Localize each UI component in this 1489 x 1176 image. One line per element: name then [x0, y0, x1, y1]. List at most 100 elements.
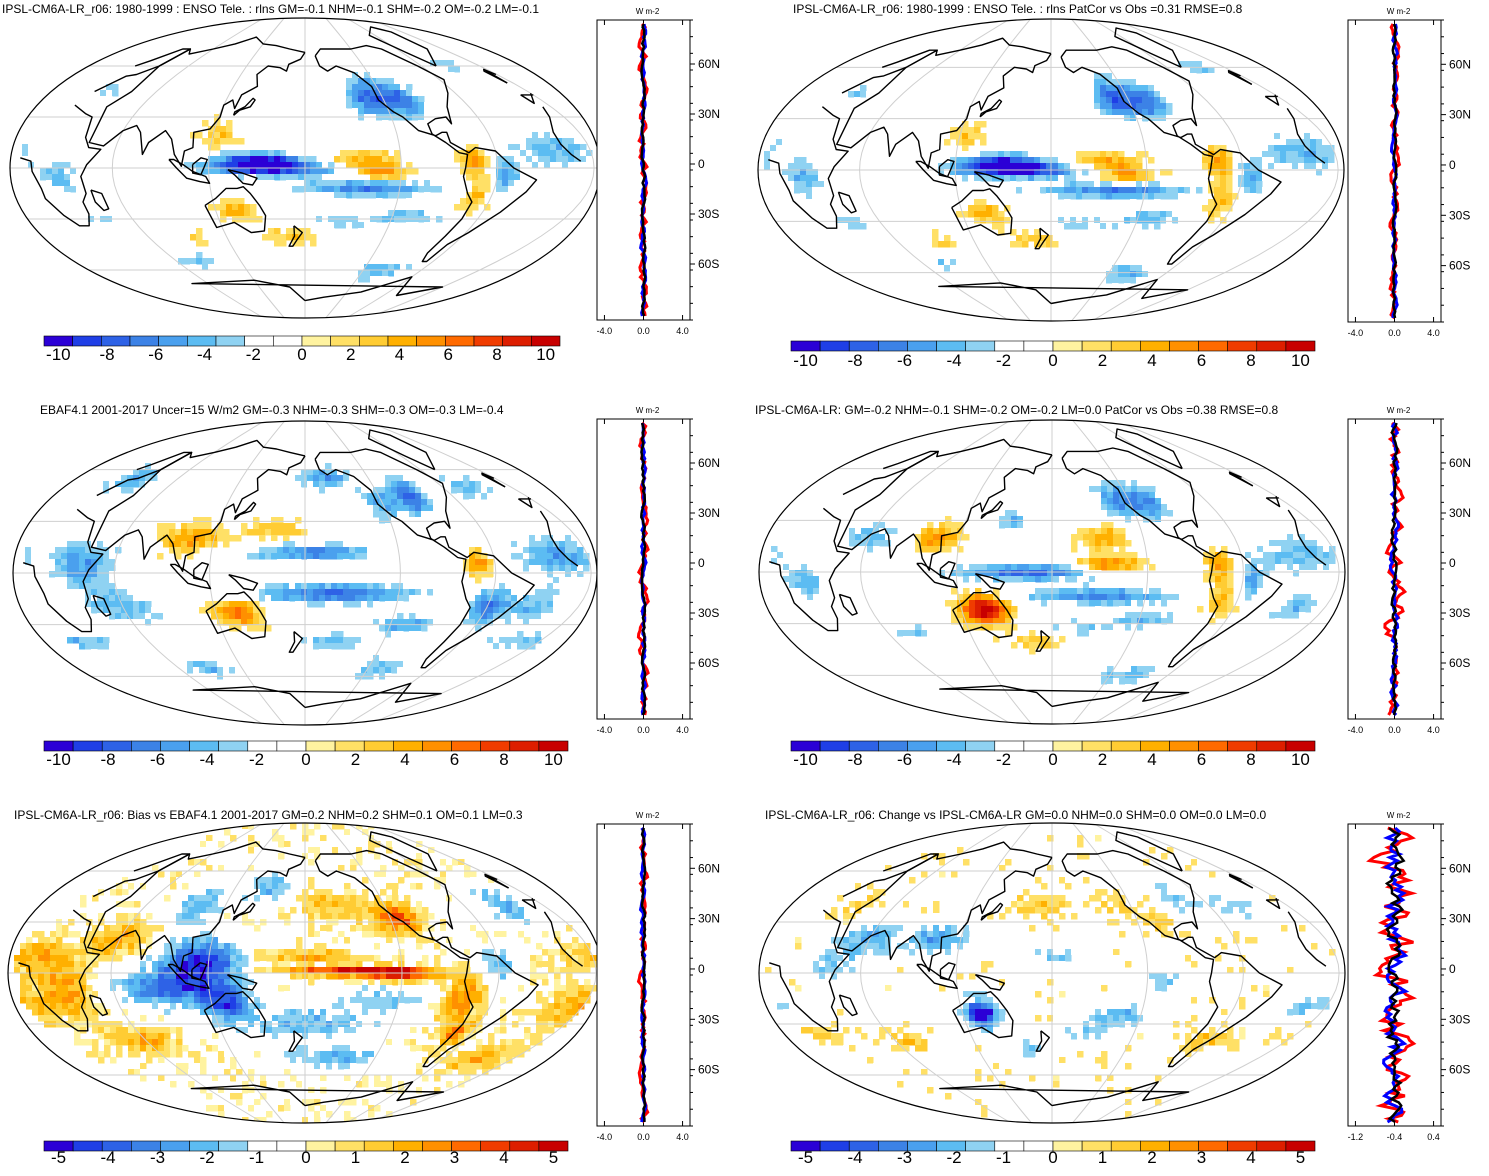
- map-cell: [1323, 564, 1330, 571]
- map-cell: [284, 841, 291, 848]
- map-cell: [388, 204, 395, 211]
- map-cell: [188, 931, 195, 938]
- map-cell: [58, 162, 65, 169]
- map-cell: [332, 913, 339, 920]
- map-cell: [783, 576, 790, 583]
- map-cell: [1274, 157, 1281, 164]
- map-cell: [951, 576, 958, 583]
- map-cell: [1227, 582, 1234, 589]
- profile-lat-label: 60S: [698, 656, 719, 670]
- map-cell: [806, 199, 813, 206]
- map-cell: [980, 217, 987, 224]
- map-cell: [109, 583, 116, 590]
- map-cell: [97, 577, 104, 584]
- map-cell: [70, 168, 77, 175]
- map: [757, 18, 1345, 322]
- map-cell: [493, 613, 500, 620]
- map-cell: [908, 163, 915, 170]
- map-cell: [427, 619, 434, 626]
- map-cell: [788, 181, 795, 188]
- map-cell: [248, 835, 255, 842]
- coastline-americas: [314, 44, 538, 263]
- map-cell: [478, 192, 485, 199]
- map-cell: [812, 157, 819, 164]
- map-cell: [205, 535, 212, 542]
- map-cell: [475, 481, 482, 488]
- map-cell: [392, 895, 399, 902]
- map-cell: [92, 937, 99, 944]
- map-cell: [1100, 109, 1107, 116]
- map-cell: [382, 264, 389, 271]
- map-cell: [770, 163, 777, 170]
- map-cell: [307, 595, 314, 602]
- map-cell: [74, 931, 81, 938]
- map-cell: [1058, 217, 1065, 224]
- map-cell: [1136, 85, 1143, 92]
- map-cell: [1304, 169, 1311, 176]
- map-cell: [843, 528, 850, 535]
- map-cell: [85, 583, 92, 590]
- map-cell: [415, 505, 422, 512]
- map-cell: [268, 228, 275, 235]
- map-cell: [226, 126, 233, 133]
- map-cell: [373, 625, 380, 632]
- map-cell: [392, 883, 399, 890]
- map-cell: [1161, 516, 1168, 523]
- map-cell: [568, 132, 575, 139]
- map-cell: [361, 577, 368, 584]
- map-cell: [517, 589, 524, 596]
- map-cell: [331, 541, 338, 548]
- map-cell: [382, 156, 389, 163]
- map-cell: [987, 522, 994, 529]
- map-cell: [460, 66, 467, 73]
- map-cell: [1053, 642, 1060, 649]
- map-cell: [1100, 217, 1107, 224]
- map-cell: [104, 949, 111, 956]
- map-cell: [1017, 594, 1024, 601]
- map-cell: [1124, 187, 1131, 194]
- map-cell: [921, 546, 928, 553]
- map-cell: [1131, 480, 1138, 487]
- map-cell: [451, 487, 458, 494]
- map-cell: [376, 264, 383, 271]
- map-cell: [532, 156, 539, 163]
- map-cell: [433, 475, 440, 482]
- map-cell: [352, 186, 359, 193]
- map-cell: [544, 138, 551, 145]
- map-cell: [583, 565, 590, 572]
- map-cell: [200, 901, 207, 908]
- map-cell: [316, 162, 323, 169]
- map-cell: [307, 643, 314, 650]
- map-cell: [1046, 163, 1053, 170]
- map-cell: [993, 618, 1000, 625]
- map-cell: [386, 841, 393, 848]
- map-cell: [493, 595, 500, 602]
- map-cell: [385, 499, 392, 506]
- map-cell: [92, 949, 99, 956]
- map-cell: [1311, 594, 1318, 601]
- map-cell: [499, 619, 506, 626]
- map-cell: [1167, 624, 1174, 631]
- map-cell: [388, 72, 395, 79]
- map-cell: [1004, 205, 1011, 212]
- map-cell: [1106, 73, 1113, 80]
- map-cell: [223, 529, 230, 536]
- map-cell: [127, 649, 134, 656]
- map-cell: [945, 546, 952, 553]
- map-cell: [1322, 139, 1329, 146]
- map-cell: [854, 223, 861, 230]
- map-cell: [103, 541, 110, 548]
- map-cell: [320, 907, 327, 914]
- map-cell: [169, 463, 176, 470]
- map-cell: [326, 871, 333, 878]
- profile-units: W m-2: [1387, 7, 1411, 16]
- map-cell: [25, 565, 32, 572]
- map-cell: [340, 96, 347, 103]
- map-cell: [406, 264, 413, 271]
- map-cell: [1113, 540, 1120, 547]
- map-cell: [987, 564, 994, 571]
- map-cell: [550, 162, 557, 169]
- map-cell: [1095, 486, 1102, 493]
- map-cell: [308, 859, 315, 866]
- map-cell: [214, 126, 221, 133]
